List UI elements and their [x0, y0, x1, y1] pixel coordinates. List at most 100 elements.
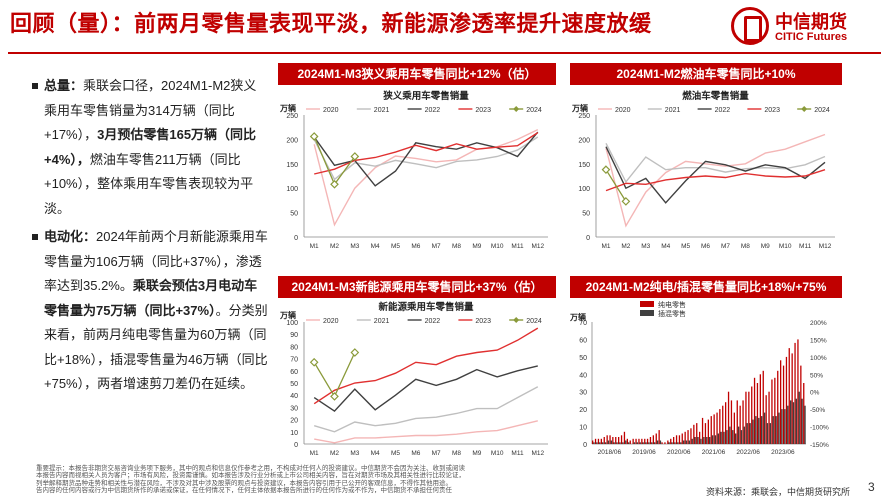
y2-tick-label: -150%: [810, 442, 829, 449]
bar: [697, 437, 699, 444]
x-tick-label: M8: [741, 243, 750, 250]
bar: [733, 412, 735, 444]
bar: [678, 435, 681, 444]
series-line: [313, 386, 539, 433]
bar: [681, 433, 683, 444]
y2-tick-label: -50%: [810, 407, 825, 414]
chart-bev-phev: 万辆 0 10 20 30 40 50 60 70 200% 150% 100% 50% 0% -50% -1…: [570, 300, 829, 456]
y-tick-label: 60: [579, 337, 587, 344]
bullet-electrification: 电动化：2024年前两个月新能源乘用车零售量为106万辆（同比+37%），渗透率…: [32, 225, 269, 397]
bar: [629, 440, 631, 444]
bar: [758, 417, 760, 444]
bar: [725, 402, 727, 444]
bar: [704, 423, 707, 444]
y-tick-label: 90: [290, 332, 298, 339]
x-tick-label: M5: [391, 243, 400, 250]
bullet-segment: 2024年前两个月新能源乘用车零售量为106万辆（同比+37%），渗透率达到35…: [44, 229, 268, 293]
bar: [597, 438, 600, 444]
bar: [636, 442, 638, 444]
bar: [609, 435, 611, 444]
y-axis-unit: 万辆: [279, 310, 296, 320]
x-tick-label: M6: [411, 243, 420, 250]
bar: [717, 433, 719, 444]
bar: [743, 426, 745, 444]
chart-title: 燃油车零售销量: [682, 90, 749, 102]
bar: [656, 440, 659, 444]
bar: [618, 437, 620, 444]
bar: [769, 423, 771, 444]
bar: [675, 435, 678, 444]
bar: [726, 430, 728, 444]
bar: [714, 435, 717, 444]
legend-label: 2021: [665, 107, 681, 114]
series-line: [605, 142, 826, 184]
legend-swatch: [640, 310, 654, 316]
bar: [759, 374, 761, 444]
y-tick-label: 100: [578, 186, 590, 193]
x-tick-label: M12: [819, 243, 832, 250]
legend-label: 2021: [374, 107, 390, 114]
x-tick-label: M1: [310, 450, 319, 457]
x-tick-label: M7: [432, 243, 441, 250]
bar: [671, 442, 673, 444]
y-tick-label: 70: [579, 320, 587, 327]
page-title: 回顾（量）：前两月零售量表现平淡，新能源渗透率提升速度放缓: [10, 11, 652, 36]
company-logo: 中信期货 CITIC Futures: [731, 5, 881, 49]
panel-nev-retail: 2024M1-M3新能源乘用车零售同比+37%（估） 万辆 新能源乘用车零售销量 0…: [278, 276, 556, 466]
bar: [603, 437, 605, 444]
x-tick-label: 2023/06: [771, 449, 795, 456]
bar: [771, 379, 773, 444]
x-tick-label: M10: [779, 243, 792, 250]
legend-label: 2022: [425, 107, 441, 114]
bar: [690, 428, 692, 444]
data-point: [330, 392, 339, 401]
legend-label: 2023: [764, 107, 780, 114]
x-tick-label: M2: [330, 450, 339, 457]
chart-title: 狭义乘用车零售销量: [382, 90, 469, 102]
y-tick-label: 0: [586, 235, 590, 242]
bar: [710, 416, 712, 444]
bar: [626, 438, 628, 444]
chart-nev-retail: 万辆 新能源乘用车零售销量 0 10 20 30 40 50 60 70 80 90 100 M1 M2 M3…: [279, 301, 548, 457]
x-tick-label: M1: [310, 243, 319, 250]
legend-label: 插混零售: [658, 309, 686, 318]
bar: [781, 409, 783, 444]
y-tick-label: 250: [286, 113, 298, 120]
bar: [713, 414, 715, 444]
bullet-segment: 乘联会预估3月电动车零售量为75万辆（同比+37%）: [44, 278, 258, 318]
bullet-square-icon: [32, 234, 38, 240]
series-line: [313, 131, 539, 187]
bar: [659, 440, 662, 444]
y-tick-label: 150: [286, 162, 298, 169]
bullet-segment: 乘联会口径，2024M1-M2狭义乘用车零售销量为314万辆（同比+17%），: [44, 78, 257, 142]
y-tick-label: 50: [290, 381, 298, 388]
bar: [593, 442, 595, 444]
bar: [722, 405, 724, 444]
bar: [707, 419, 709, 444]
y-tick-label: 70: [290, 357, 298, 364]
bar: [723, 431, 725, 444]
chart-ice-retail: 万辆 燃油车零售销量 0 50 100 150 200 250 M1 M2 M3 M4 M5 M6 M7 M8…: [571, 90, 835, 250]
series-line: [313, 365, 538, 413]
bar: [649, 437, 652, 444]
panel-header: 2024M1-M3新能源乘用车零售同比+37%（估）: [278, 276, 556, 298]
bar: [693, 424, 695, 444]
bar: [768, 391, 770, 444]
data-point: [330, 179, 339, 189]
bar: [633, 442, 636, 444]
bar: [694, 437, 696, 444]
data-point: [350, 152, 360, 161]
bar: [604, 442, 607, 444]
y2-tick-label: 0%: [810, 390, 820, 397]
bar: [664, 442, 666, 444]
y-tick-label: 20: [579, 407, 587, 414]
bar: [646, 438, 649, 444]
bar: [803, 383, 805, 444]
legend-marker-icon: [513, 317, 520, 323]
panel-header: 2024M1-M3狭义乘用车零售同比+12%（估）: [278, 63, 556, 85]
bar: [739, 405, 741, 444]
bullet-total: 总量：乘联会口径，2024M1-M2狭义乘用车零售销量为314万辆（同比+17%…: [32, 74, 269, 221]
bar: [638, 438, 640, 444]
logo-chinese-name: 中信期货: [775, 12, 847, 32]
bar: [788, 348, 790, 444]
